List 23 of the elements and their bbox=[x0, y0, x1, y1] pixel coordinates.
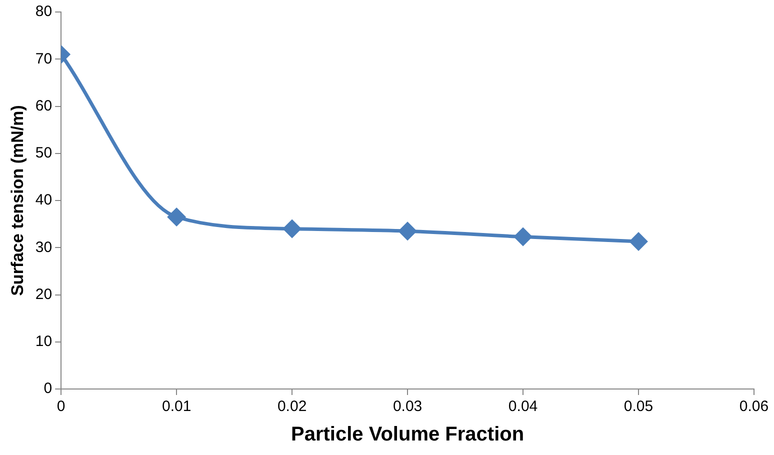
y-tick-label: 60 bbox=[35, 97, 52, 114]
point bbox=[398, 222, 416, 240]
y-tick-label: 30 bbox=[35, 238, 52, 256]
point bbox=[630, 232, 648, 250]
y-tick-label: 0 bbox=[44, 380, 52, 398]
x-tick-label: 0.03 bbox=[392, 398, 422, 416]
x-tick-label: 0.02 bbox=[277, 398, 307, 416]
y-tick-label: 40 bbox=[35, 192, 52, 209]
point bbox=[283, 220, 301, 238]
x-tick-label: 0.01 bbox=[162, 398, 192, 416]
x-axis-title: Particle Volume Fraction bbox=[291, 424, 524, 446]
y-tick-label: 50 bbox=[35, 144, 52, 162]
y-tick-label: 80 bbox=[35, 3, 52, 20]
y-tick-label: 10 bbox=[35, 333, 52, 350]
point bbox=[168, 208, 186, 226]
x-tick-label: 0.06 bbox=[739, 398, 769, 416]
x-tick-label: 0.05 bbox=[624, 398, 654, 416]
y-axis-title: Surface tension (mN/m) bbox=[8, 105, 27, 296]
x-tick-label: 0 bbox=[56, 398, 66, 416]
x-tick-label: 0.04 bbox=[508, 398, 538, 416]
y-tick-label: 20 bbox=[35, 286, 52, 303]
y-tick-label: 70 bbox=[35, 50, 52, 68]
point bbox=[514, 228, 532, 246]
